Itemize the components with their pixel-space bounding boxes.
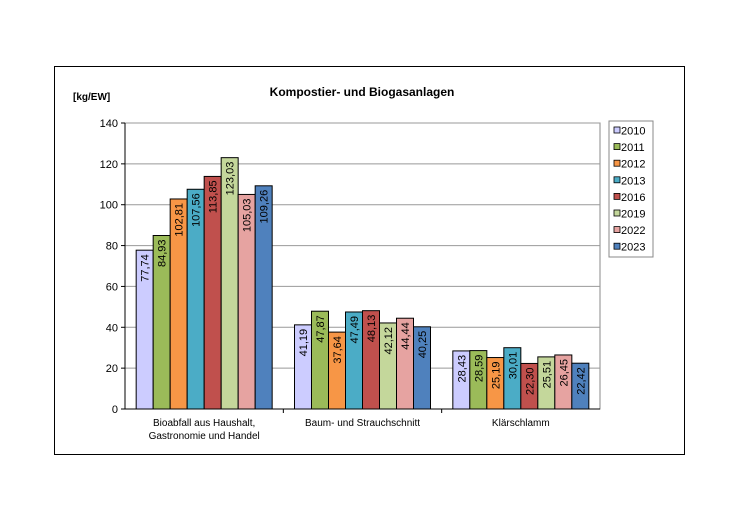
data-label: 47,87 <box>315 315 327 343</box>
bar-2023 <box>254 185 273 410</box>
data-label: 41,19 <box>298 329 310 357</box>
data-label: 123,03 <box>225 162 237 196</box>
x-tick-label: Bioabfall aus Haushalt, <box>153 418 255 429</box>
data-label: 30,01 <box>507 352 519 380</box>
x-tick-label: Gastronomie und Handel <box>149 431 260 442</box>
y-tick-label: 100 <box>100 200 118 212</box>
y-tick-label: 20 <box>106 363 118 375</box>
data-label: 28,59 <box>473 355 485 383</box>
x-tick-label: Baum- und Strauchschnitt <box>305 418 420 429</box>
data-label: 25,19 <box>490 362 502 390</box>
chart-frame <box>54 66 685 455</box>
data-label: 42,12 <box>383 327 395 355</box>
legend-swatch-2011 <box>613 143 621 151</box>
data-label: 102,81 <box>174 203 186 237</box>
y-tick-label: 60 <box>106 281 118 293</box>
y-tick-label: 140 <box>100 118 118 130</box>
x-tick-label: Klärschlamm <box>492 418 550 429</box>
legend-swatch-2019 <box>613 209 621 217</box>
bar-2023 <box>413 326 431 410</box>
data-label: 113,85 <box>208 180 220 213</box>
data-label: 48,13 <box>366 315 378 343</box>
y-tick-label: 80 <box>106 241 118 253</box>
y-tick-label: 0 <box>112 404 118 416</box>
data-label: 84,93 <box>157 240 169 268</box>
legend-label: 2011 <box>621 142 645 154</box>
data-label: 105,03 <box>242 198 254 232</box>
data-label: 44,44 <box>400 322 412 350</box>
y-tick-label: 40 <box>106 322 118 334</box>
legend-label: 2023 <box>621 242 645 254</box>
data-label: 37,64 <box>332 336 344 364</box>
data-label: 25,51 <box>541 361 553 389</box>
legend-swatch-2012 <box>613 159 621 167</box>
bar-2023 <box>571 362 590 410</box>
chart-title: Kompostier- und Biogasanlagen <box>270 85 455 99</box>
data-label: 77,74 <box>140 254 152 282</box>
legend-label: 2016 <box>621 192 645 204</box>
y-tick-label: 120 <box>100 159 118 171</box>
data-label: 107,56 <box>191 193 203 227</box>
legend-swatch-2010 <box>613 126 621 134</box>
data-label: 22,42 <box>575 367 587 395</box>
legend-swatch-2023 <box>613 242 621 250</box>
data-label: 40,25 <box>417 331 429 359</box>
legend-swatch-2022 <box>613 226 621 234</box>
y-axis-label: [kg/EW] <box>73 92 110 103</box>
data-label: 26,45 <box>558 359 570 387</box>
legend-label: 2013 <box>621 175 645 187</box>
legend-label: 2010 <box>621 126 645 138</box>
legend-label: 2012 <box>621 159 645 171</box>
data-label: 109,26 <box>259 190 271 224</box>
data-label: 28,43 <box>456 355 468 383</box>
legend-swatch-2013 <box>613 176 621 184</box>
legend-label: 2019 <box>621 209 645 221</box>
data-label: 22,30 <box>524 367 536 395</box>
legend-swatch-2016 <box>613 192 621 200</box>
data-label: 47,49 <box>349 316 361 344</box>
legend-label: 2022 <box>621 225 645 237</box>
